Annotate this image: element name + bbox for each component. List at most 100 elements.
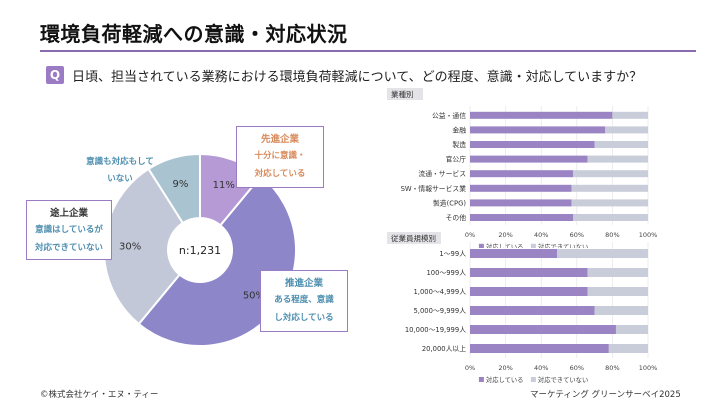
- bar-responding: [470, 170, 574, 178]
- bar-responding: [470, 141, 595, 148]
- x-tick-label: 80%: [605, 364, 619, 372]
- bar-responding: [470, 268, 588, 277]
- callout-none: 意識も対応もして いない: [80, 154, 160, 188]
- category-label: 官公庁: [446, 155, 467, 164]
- callout-advanced-line1: 十分に意識・: [254, 151, 306, 161]
- page-title: 環境負荷軽減への意識・対応状況: [40, 22, 348, 46]
- x-tick-label: 40%: [534, 231, 548, 239]
- donut-center-label: n:1,231: [179, 244, 221, 257]
- x-tick-label: 60%: [570, 364, 584, 372]
- donut-slice-label: 50%: [243, 291, 265, 302]
- callout-advanced-body: 十分に意識・ 対応している: [237, 145, 323, 183]
- bar-not-responding: [557, 249, 648, 258]
- x-tick-label: 20%: [498, 364, 512, 372]
- x-tick-label: 100%: [639, 364, 658, 372]
- bar-responding: [470, 325, 616, 334]
- legend-swatch: [478, 377, 484, 382]
- callout-advanced-line2: 対応している: [254, 169, 306, 179]
- question-text: 日頃、担当されている業務における環境負荷軽減について、どの程度、意識・対応してい…: [72, 70, 643, 85]
- x-tick-label: 0%: [465, 231, 475, 239]
- company-size-bar-chart: 従業員規模別 0% 20% 40% 60% 80% 100% 1～99人 100～999人 1,0…: [387, 232, 658, 384]
- category-label: 1,000～4,999人: [413, 288, 466, 296]
- bar-responding: [470, 287, 588, 296]
- legend-swatch: [478, 243, 484, 248]
- bar-not-responding: [571, 184, 648, 192]
- bar-not-responding: [608, 344, 648, 353]
- bar-responding: [470, 306, 595, 315]
- category-label: 金融: [452, 125, 466, 134]
- callout-promoting-line2: し対応している: [274, 313, 334, 323]
- donut-slice-label: 30%: [119, 242, 141, 253]
- category-label: 製造: [452, 140, 466, 149]
- donut-slice-label: 9%: [173, 179, 189, 190]
- category-label: SW・情報サービス業: [401, 184, 467, 193]
- legend-swatch: [530, 377, 536, 382]
- bar-not-responding: [587, 287, 648, 296]
- callout-developing-body: 意識はしているが 対応できていない: [27, 219, 111, 257]
- donut-chart: 11% 50% 30% 9% n:1,231: [103, 152, 297, 347]
- bar-responding: [470, 184, 572, 192]
- x-tick-label: 100%: [639, 231, 658, 239]
- bar-chart-title-bg: [387, 88, 423, 100]
- legend-label: 対応できていない: [538, 242, 588, 248]
- legend-label: 対応している: [486, 242, 524, 248]
- category-label: 5,000～9,999人: [413, 307, 466, 315]
- callout-promoting-head: 推進企業: [284, 278, 323, 289]
- bar-responding: [470, 126, 606, 134]
- bar-responding: [470, 111, 613, 119]
- bar-not-responding: [573, 170, 648, 178]
- title-divider: [40, 50, 696, 52]
- bar-not-responding: [571, 199, 648, 207]
- bar-not-responding: [612, 111, 648, 119]
- category-label: その他: [446, 213, 467, 222]
- bar-not-responding: [587, 268, 648, 277]
- category-label: 10,000～19,999人: [405, 326, 466, 334]
- x-tick-label: 0%: [465, 364, 475, 372]
- category-label: 100～999人: [426, 269, 466, 277]
- callout-advanced: 先進企業 十分に意識・ 対応している: [236, 126, 324, 188]
- callout-developing-line2: 対応できていない: [34, 243, 103, 253]
- donut-slice: [103, 167, 185, 326]
- bar-responding: [470, 249, 558, 258]
- footer-source: マーケティング グリーンサーベイ2025: [530, 390, 681, 400]
- callout-developing: 途上企業 意識はしているが 対応できていない: [26, 200, 112, 260]
- bar-responding: [470, 199, 572, 207]
- x-tick-label: 20%: [498, 231, 512, 239]
- bar-chart-title: 従業員規模別: [391, 233, 436, 243]
- legend-label: 対応できていない: [538, 375, 588, 384]
- bar-responding: [470, 214, 574, 221]
- bar-not-responding: [605, 126, 648, 134]
- bar-chart-title-bg: [387, 232, 441, 244]
- x-tick-label: 80%: [605, 231, 619, 239]
- category-label: 製造(CPG): [433, 198, 466, 207]
- bar-responding: [470, 155, 588, 163]
- callout-none-line2: いない: [107, 174, 133, 184]
- question-badge: Q: [46, 66, 64, 84]
- bar-not-responding: [594, 141, 648, 148]
- bar-chart-title: 業種別: [391, 89, 414, 99]
- bar-not-responding: [587, 155, 648, 163]
- bar-not-responding: [594, 306, 648, 315]
- donut-slice: [147, 152, 201, 225]
- donut-slice-label: 11%: [213, 180, 235, 191]
- category-label: 20,000人以上: [422, 344, 466, 353]
- industry-bar-chart: 業種別 0% 20% 40% 60% 80% 100% 公益・通信金融製造官公庁流通・サービス…: [387, 88, 658, 248]
- category-label: 公益・通信: [432, 111, 466, 120]
- callout-developing-line1: 意識はしているが: [35, 225, 103, 235]
- callout-promoting: 推進企業 ある程度、意識 し対応している: [260, 270, 348, 332]
- callout-developing-head: 途上企業: [49, 208, 88, 219]
- legend-label: 対応している: [486, 375, 524, 384]
- footer-copyright: ©株式会社ケイ・エヌ・ティー: [40, 390, 159, 400]
- callout-promoting-line1: ある程度、意識: [274, 295, 334, 305]
- x-tick-label: 40%: [534, 364, 548, 372]
- legend-swatch: [530, 243, 536, 248]
- category-label: 1～99人: [439, 250, 466, 258]
- callout-advanced-head: 先進企業: [260, 134, 299, 145]
- bar-not-responding: [573, 214, 648, 221]
- category-label: 流通・サービス: [418, 169, 466, 178]
- bar-not-responding: [615, 325, 648, 334]
- x-tick-label: 60%: [570, 231, 584, 239]
- donut-slice: [137, 174, 297, 347]
- callout-none-line1: 意識も対応もして: [86, 157, 154, 167]
- bar-responding: [470, 344, 609, 353]
